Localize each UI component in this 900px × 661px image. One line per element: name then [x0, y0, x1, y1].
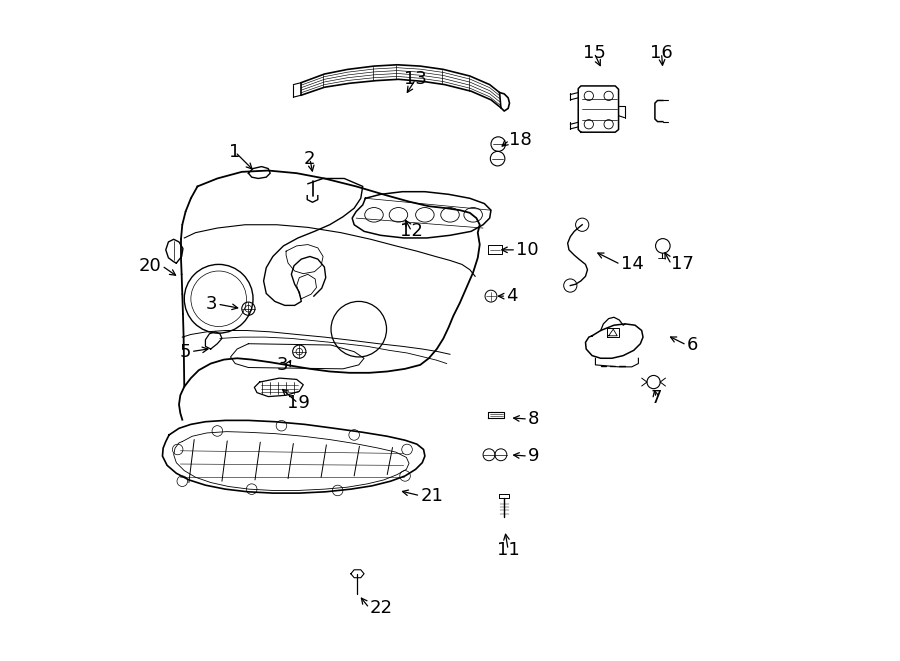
Text: 6: 6	[687, 336, 698, 354]
Text: 16: 16	[650, 44, 673, 62]
Text: 5: 5	[179, 342, 191, 361]
Text: 9: 9	[528, 447, 539, 465]
Text: 12: 12	[400, 222, 423, 241]
Text: 8: 8	[528, 410, 539, 428]
Text: 15: 15	[582, 44, 606, 62]
Text: 18: 18	[509, 131, 532, 149]
Text: 17: 17	[671, 255, 694, 274]
Text: 20: 20	[140, 256, 162, 275]
Text: 10: 10	[516, 241, 539, 259]
Text: 1: 1	[230, 143, 241, 161]
Text: 7: 7	[651, 389, 662, 407]
Text: 21: 21	[420, 486, 443, 505]
Text: 11: 11	[497, 541, 519, 559]
Text: 19: 19	[286, 394, 310, 412]
Text: 3: 3	[206, 295, 217, 313]
Text: 2: 2	[304, 149, 316, 168]
Text: 13: 13	[404, 70, 428, 89]
Text: 22: 22	[369, 599, 392, 617]
Text: 4: 4	[506, 287, 518, 305]
Text: 14: 14	[620, 255, 643, 274]
Text: 3: 3	[276, 356, 288, 374]
